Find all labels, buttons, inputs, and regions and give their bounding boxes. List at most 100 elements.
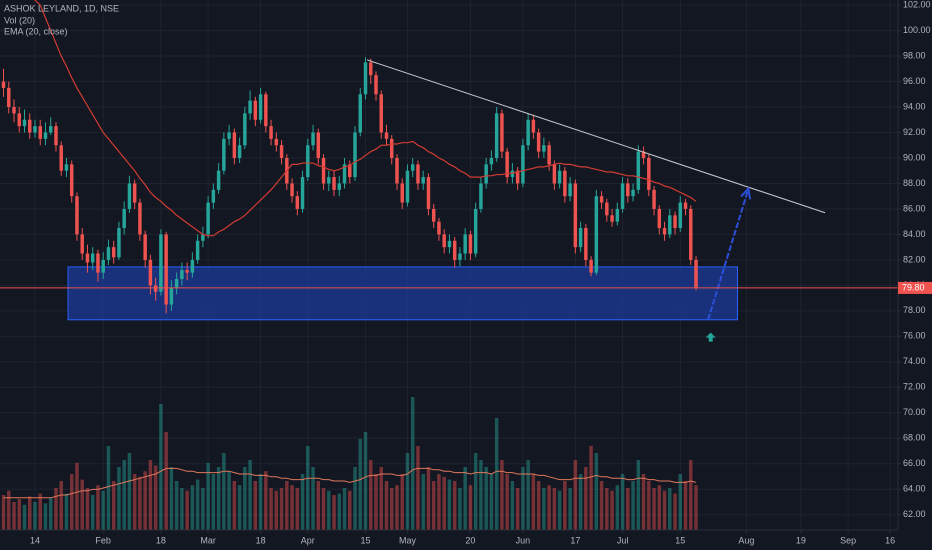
candle-body <box>169 287 174 305</box>
volume-bar <box>479 460 483 530</box>
volume-bar <box>96 485 100 530</box>
candle-body <box>132 183 137 203</box>
volume-bar <box>195 479 200 530</box>
candle-body <box>264 94 268 127</box>
volume-bar <box>253 481 258 530</box>
candle-body <box>358 94 362 133</box>
candle-body <box>269 126 273 139</box>
volume-bar <box>437 474 441 530</box>
candle-body <box>232 132 237 158</box>
x-tick-label: Sep <box>840 535 856 545</box>
volume-bar <box>594 453 599 530</box>
candle-body <box>332 177 336 190</box>
volume-bar <box>662 490 667 530</box>
volume-bar <box>515 488 520 530</box>
candle-body <box>201 234 205 241</box>
candle-body <box>195 240 200 260</box>
candle-body <box>274 138 279 146</box>
candle-body <box>211 189 216 203</box>
volume-bar <box>626 488 630 530</box>
volume-bar <box>306 446 310 530</box>
candle-body <box>337 183 342 190</box>
y-tick-label: 102.00 <box>903 0 931 9</box>
candle-body <box>479 183 483 209</box>
y-tick-label: 84.00 <box>903 229 926 239</box>
candle-body <box>117 228 121 258</box>
volume-bar <box>211 474 216 530</box>
volume-bar <box>216 467 221 530</box>
candle-body <box>243 113 247 146</box>
volume-bar <box>358 439 362 530</box>
volume-bar <box>185 490 189 530</box>
candle-body <box>589 259 593 273</box>
candle-body <box>306 145 310 178</box>
y-tick-label: 78.00 <box>903 305 926 315</box>
candle-body <box>353 132 357 178</box>
volume-bar <box>410 397 415 530</box>
candle-body <box>390 138 394 158</box>
last-price-label: 79.80 <box>902 282 925 292</box>
candle-body <box>689 208 693 260</box>
y-tick-label: 94.00 <box>903 101 926 111</box>
candle-body <box>484 164 488 184</box>
volume-bar <box>489 474 494 530</box>
volume-bar <box>426 467 431 530</box>
volume-bar <box>657 485 662 530</box>
volume-bar <box>636 460 641 530</box>
up-marker <box>705 332 716 342</box>
candle-body <box>138 202 142 235</box>
x-tick-label: Feb <box>95 535 111 545</box>
volume-bar <box>348 490 352 530</box>
volume-bar <box>274 490 279 530</box>
candle-body <box>668 215 672 235</box>
volume-bar <box>28 496 32 530</box>
candle-body <box>64 164 69 171</box>
candle-body <box>542 145 546 152</box>
candle-body <box>557 170 562 184</box>
candle-body <box>615 208 620 222</box>
x-tick-label: 19 <box>796 535 806 545</box>
volume-bar <box>363 432 368 530</box>
volume-bar <box>321 488 326 530</box>
x-tick-label: 14 <box>30 535 40 545</box>
volume-bar <box>468 485 473 530</box>
candle-body <box>578 228 583 248</box>
volume-bar <box>641 474 646 530</box>
candle-body <box>437 221 441 235</box>
candle-body <box>295 196 300 209</box>
volume-bar <box>526 460 530 530</box>
candle-body <box>452 240 457 260</box>
candle-body <box>521 145 525 184</box>
volume-bar <box>269 488 273 530</box>
volume-bar <box>647 481 651 530</box>
candle-body <box>248 100 252 114</box>
volume-bar <box>316 481 321 530</box>
candle-body <box>652 189 656 209</box>
y-tick-label: 92.00 <box>903 127 926 137</box>
candle-body <box>410 164 415 171</box>
volume-bar <box>342 488 347 530</box>
volume-bar <box>80 479 84 530</box>
candle-body <box>395 157 399 184</box>
candle-body <box>180 270 184 280</box>
candle-body <box>369 62 373 76</box>
volume-bar <box>232 481 237 530</box>
volume-bar <box>243 467 247 530</box>
candle-body <box>531 119 536 133</box>
candle-body <box>190 259 195 273</box>
volume-bar <box>111 481 116 530</box>
volume-bar <box>85 488 90 530</box>
candle-body <box>148 259 153 286</box>
x-tick-label: Jun <box>516 535 531 545</box>
volume-bar <box>400 474 404 530</box>
volume-bar <box>290 485 294 530</box>
legend-ema: EMA (20, close) <box>4 26 68 36</box>
volume-bar <box>237 485 242 530</box>
volume-bar <box>473 453 478 530</box>
y-tick-label: 96.00 <box>903 76 926 86</box>
candle-body <box>683 202 688 209</box>
candle-body <box>473 208 478 254</box>
volume-bar <box>673 493 677 530</box>
candle-body <box>290 183 294 197</box>
volume-bar <box>206 462 210 530</box>
